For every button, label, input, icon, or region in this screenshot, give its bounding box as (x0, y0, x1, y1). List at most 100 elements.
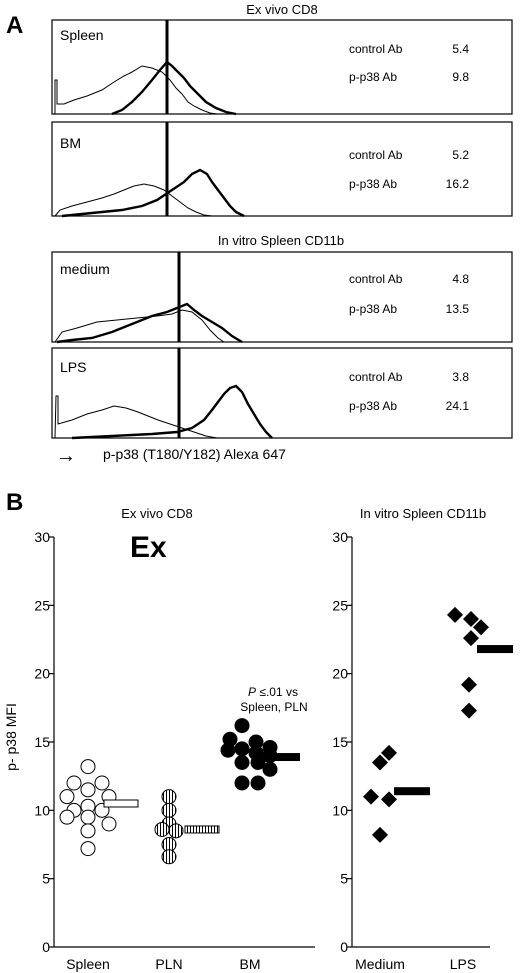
control-ab-label: control Ab (349, 148, 403, 162)
data-point (473, 619, 489, 636)
data-point (250, 775, 266, 791)
y-tick-label: 25 (332, 597, 348, 613)
histogram-panel: medium control Ab 4.8 p-p38 Ab 13.5 (51, 251, 513, 344)
ex-vivo-cd8-scatter: 0 5 10 15 20 25 30 Spleen PLN BM (34, 529, 315, 972)
y-axis-label: p- p38 MFI (3, 703, 19, 771)
data-point (234, 741, 250, 757)
data-point (80, 782, 96, 798)
data-point (80, 809, 96, 825)
control-ab-curve (54, 309, 225, 343)
data-point (262, 761, 278, 777)
y-tick-label: 15 (34, 734, 50, 750)
data-point (59, 809, 75, 825)
pp38-ab-value: 16.2 (446, 177, 470, 191)
pp38-ab-label: p-p38 Ab (349, 302, 397, 316)
mean-bar (264, 753, 300, 762)
annotation-rest: ≤.01 vs (256, 685, 298, 699)
control-ab-value: 5.4 (452, 42, 469, 56)
control-ab-label: control Ab (349, 42, 403, 56)
panel-a-letter: A (6, 12, 23, 39)
y-tick-label: 25 (34, 597, 50, 613)
data-point (234, 755, 250, 770)
x-tick-label: BM (240, 956, 261, 972)
data-point (101, 816, 117, 832)
histogram-frame (51, 121, 513, 217)
data-point (363, 788, 379, 805)
histogram-panel: LPS control Ab 3.8 p-p38 Ab 24.1 (51, 347, 513, 440)
data-point (372, 826, 388, 843)
data-point (463, 611, 479, 627)
y-tick-label: 30 (332, 529, 348, 545)
pp38-ab-label: p-p38 Ab (349, 177, 397, 191)
y-tick-label: 10 (332, 802, 348, 818)
pp38-ab-curve (56, 302, 243, 344)
data-point (447, 606, 463, 623)
y-tick-label: 5 (42, 871, 50, 887)
data-point (80, 823, 96, 839)
x-tick-label: Medium (355, 956, 405, 972)
control-ab-curve (54, 183, 213, 217)
pp38-ab-value: 9.8 (452, 70, 469, 84)
pp38-ab-curve (61, 168, 245, 218)
right-arrow-icon: → (56, 445, 76, 467)
histogram-frame (51, 347, 513, 439)
svg-text:P ≤.01 vs: P ≤.01 vs (248, 685, 298, 699)
data-point (463, 630, 479, 647)
data-point (461, 676, 477, 693)
control-ab-label: control Ab (349, 272, 403, 286)
histogram-panel: BM control Ab 5.2 p-p38 Ab 16.2 (51, 121, 513, 218)
histogram-label: BM (60, 135, 81, 151)
control-ab-value: 4.8 (452, 272, 469, 286)
y-tick-label: 0 (42, 939, 50, 955)
pp38-ab-curve (111, 60, 237, 116)
control-ab-curve (54, 395, 218, 439)
data-point (59, 789, 75, 805)
y-tick-label: 20 (332, 666, 348, 682)
x-tick-label: Spleen (66, 956, 110, 972)
group-title-in-vitro: In vitro Spleen CD11b (218, 233, 344, 248)
data-point (372, 754, 388, 771)
data-point (250, 755, 266, 770)
x-tick-label: PLN (155, 956, 182, 972)
data-point (461, 702, 477, 719)
group-title-ex-vivo: Ex vivo CD8 (246, 2, 318, 17)
data-point (66, 775, 82, 791)
panel-a-xaxis-label: p-p38 (T180/Y182) Alexa 647 (103, 446, 286, 462)
mean-bar (477, 645, 513, 654)
x-tick-label: LPS (450, 956, 476, 972)
mean-bar (184, 825, 220, 834)
data-point (161, 849, 177, 865)
control-ab-label: control Ab (349, 370, 403, 384)
histogram-panel: Spleen control Ab 5.4 p-p38 Ab 9.8 (51, 19, 513, 116)
significance-annotation: P ≤.01 vs Spleen, PLN (240, 685, 307, 714)
annotation-line2: Spleen, PLN (240, 700, 307, 714)
data-point (381, 744, 397, 761)
pp38-ab-label: p-p38 Ab (349, 70, 397, 84)
control-ab-curve (54, 65, 218, 115)
histogram-label: Spleen (60, 27, 104, 43)
data-point (161, 802, 177, 818)
data-point (168, 823, 184, 839)
data-point (381, 791, 397, 808)
data-point (154, 821, 170, 837)
mean-bar (103, 799, 139, 808)
data-point (80, 759, 96, 775)
y-tick-label: 15 (332, 734, 348, 750)
data-point (234, 775, 250, 791)
pp38-ab-value: 13.5 (446, 302, 470, 316)
data-point (161, 789, 177, 805)
histogram-label: medium (60, 261, 110, 277)
in-vitro-cd11b-scatter: 0 5 10 15 20 25 30 Medium LPS (332, 529, 513, 972)
y-tick-label: 0 (340, 939, 348, 955)
data-point (234, 718, 250, 734)
mean-bar (394, 787, 430, 796)
overlay-text-ex: Ex (130, 531, 167, 564)
control-ab-value: 3.8 (452, 370, 469, 384)
y-tick-label: 5 (340, 871, 348, 887)
annotation-p: P (248, 685, 256, 699)
chart-title-ex-vivo: Ex vivo CD8 (121, 506, 193, 521)
data-point (80, 841, 96, 857)
histogram-frame (51, 19, 513, 115)
data-point (220, 742, 236, 758)
